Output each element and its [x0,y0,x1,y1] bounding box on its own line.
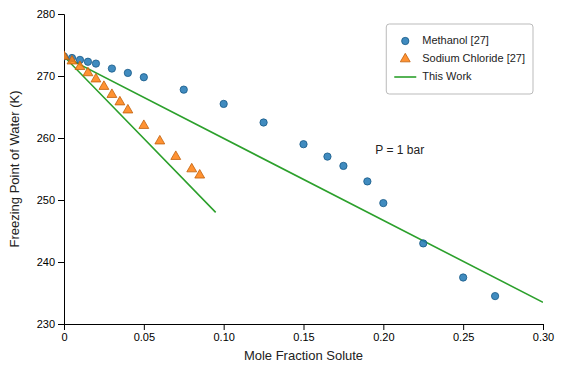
point [491,292,498,299]
x-axis-line [65,325,544,331]
legend-box [386,24,533,94]
legend-swatch [400,53,410,62]
y-tick-label: 240 [37,256,55,268]
point [91,73,101,82]
y-tick: 230 [37,318,64,330]
y-tick-mark [58,14,64,15]
y-axis: 230 240 250 260 270 280 [37,8,65,330]
y-tick-mark [58,324,64,325]
point [187,163,197,172]
y-tick-mark [58,200,64,201]
point [380,199,387,206]
x-tick-label: 0.25 [453,331,474,343]
point [107,89,117,98]
point [420,240,427,247]
x-tick: 0.10 [213,324,234,343]
point [300,141,307,148]
point [84,58,91,65]
x-tick-mark [144,324,145,330]
y-tick-mark [58,262,64,263]
y-axis-line [58,15,65,325]
y-tick-mark [58,138,64,139]
y-tick: 260 [37,132,64,144]
legend: Methanol [27] Sodium Chloride [27] This Wo… [386,24,533,94]
x-axis-title: Mole Fraction Solute [244,348,363,363]
point [124,69,131,76]
point [67,55,77,64]
y-tick-label: 250 [37,194,55,206]
y-tick: 280 [37,8,64,20]
point [460,274,467,281]
x-tick: 0.15 [293,324,314,343]
x-tick-mark [543,324,544,330]
point [171,151,181,160]
x-tick: 0.05 [134,324,155,343]
annotation: P = 1 bar [375,143,424,157]
y-tick-label: 230 [37,318,55,330]
y-tick-label: 260 [37,132,55,144]
y-tick: 270 [37,70,64,82]
legend-label: This Work [422,70,472,82]
x-tick-mark [383,324,384,330]
x-tick: 0.20 [373,324,394,343]
point [364,178,371,185]
x-tick-label: 0 [61,331,67,343]
point [340,162,347,169]
x-tick-label: 0.05 [134,331,155,343]
y-tick-label: 270 [37,70,55,82]
x-axis: 0 0.05 0.10 0.15 0.20 0.25 0.30 [61,324,554,343]
point [155,135,165,144]
point [220,100,227,107]
legend-swatch [402,37,409,44]
x-tick: 0.25 [453,324,474,343]
x-tick-label: 0.15 [293,331,314,343]
legend-swatch [394,76,416,78]
x-tick: 0.30 [533,324,554,343]
y-tick: 240 [37,256,64,268]
x-tick-mark [224,324,225,330]
point [195,170,205,179]
x-tick-label: 0.20 [373,331,394,343]
point [123,104,133,113]
point [139,120,149,129]
point [64,51,69,60]
point [324,153,331,160]
point [92,60,99,67]
x-tick: 0 [61,324,67,343]
point [260,119,267,126]
point [99,81,109,90]
y-axis-title: Freezing Point of Water (K) [7,90,22,247]
chart: 0 0.05 0.10 0.15 0.20 0.25 0.30 230 240 250 260 270… [0,0,565,370]
y-tick: 250 [37,194,64,206]
x-tick-mark [463,324,464,330]
x-tick-label: 0.10 [213,331,234,343]
point [75,61,85,70]
point [180,86,187,93]
point [115,96,125,105]
x-tick-mark [304,324,305,330]
y-tick-label: 280 [37,8,55,20]
x-tick-label: 0.30 [533,331,554,343]
y-tick-mark [58,76,64,77]
legend-label: Sodium Chloride [27] [422,52,525,64]
legend-label: Methanol [27] [422,34,489,46]
point [108,65,115,72]
point [83,67,93,76]
series-points [64,51,205,178]
point [140,74,147,81]
